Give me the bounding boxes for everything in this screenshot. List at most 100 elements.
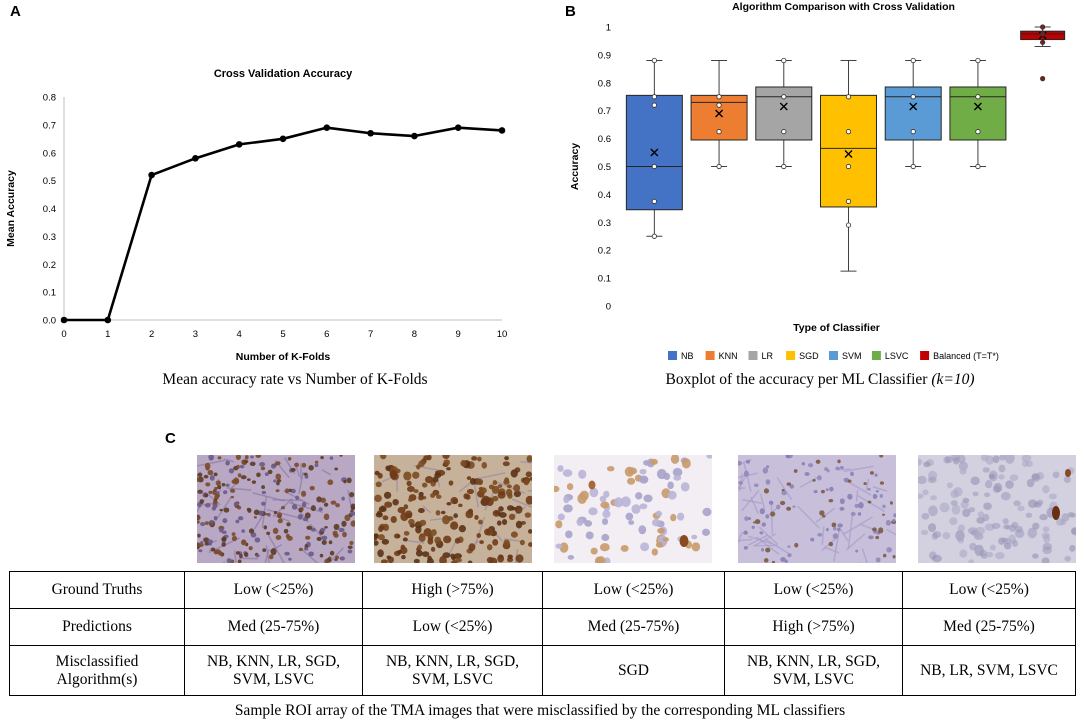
cell-nucleus bbox=[921, 512, 930, 520]
cell-nucleus bbox=[221, 483, 226, 487]
cell-nucleus bbox=[993, 482, 1003, 493]
tissue-fiber bbox=[815, 507, 836, 523]
tissue-fiber bbox=[738, 472, 758, 479]
x-tick-label: 10 bbox=[497, 329, 508, 340]
cell-nucleus bbox=[983, 492, 991, 498]
cell-nucleus bbox=[744, 530, 748, 534]
box-iqr bbox=[820, 94, 877, 208]
cell-nucleus bbox=[1032, 553, 1039, 559]
cell-nucleus bbox=[510, 531, 518, 538]
cell-nucleus bbox=[229, 488, 236, 493]
cell-nucleus bbox=[349, 540, 354, 546]
cell-nucleus bbox=[286, 522, 291, 527]
cell-nucleus bbox=[324, 525, 328, 529]
cell-nucleus bbox=[1061, 513, 1070, 522]
panel-label-b: B bbox=[565, 3, 576, 20]
cell-nucleus bbox=[203, 537, 210, 543]
cell-nucleus bbox=[502, 461, 510, 467]
cell-nucleus bbox=[835, 466, 841, 471]
cell-nucleus bbox=[663, 472, 671, 481]
cell-nucleus bbox=[203, 474, 209, 479]
cell-nucleus bbox=[738, 480, 744, 485]
cell-nucleus bbox=[389, 469, 398, 480]
cell-nucleus bbox=[528, 542, 532, 547]
cell-nucleus bbox=[212, 489, 218, 496]
box-lsvc bbox=[949, 57, 1007, 170]
table-cell: Med (25-75%) bbox=[542, 608, 725, 646]
data-point bbox=[975, 94, 981, 100]
cell-nucleus bbox=[442, 455, 450, 460]
cell-nucleus bbox=[588, 507, 598, 516]
cell-nucleus bbox=[466, 476, 472, 481]
cell-nucleus bbox=[930, 495, 937, 501]
cell-nucleus bbox=[506, 484, 512, 489]
cell-nucleus bbox=[316, 536, 322, 541]
cell-nucleus bbox=[486, 544, 493, 551]
tissue-fiber bbox=[770, 500, 774, 535]
table-cell: NB, KNN, LR, SGD, SVM, LSVC bbox=[362, 645, 543, 696]
cell-nucleus bbox=[1003, 542, 1012, 550]
tissue-fiber bbox=[511, 498, 532, 508]
cell-nucleus bbox=[643, 494, 653, 503]
tissue-fiber bbox=[753, 533, 777, 547]
cell-nucleus bbox=[959, 549, 968, 558]
tissue-fiber bbox=[267, 534, 285, 563]
cell-nucleus bbox=[761, 522, 766, 527]
cell-nucleus bbox=[1025, 460, 1033, 467]
cell-nucleus bbox=[855, 549, 859, 553]
cell-nucleus bbox=[850, 471, 854, 477]
cell-nucleus bbox=[467, 508, 474, 514]
cell-nucleus bbox=[585, 531, 594, 540]
cell-nucleus bbox=[812, 479, 816, 482]
cell-nucleus bbox=[248, 528, 255, 534]
cell-nucleus bbox=[649, 458, 658, 465]
cell-nucleus bbox=[351, 506, 355, 510]
cell-nucleus bbox=[380, 559, 388, 563]
cell-nucleus bbox=[503, 479, 510, 485]
y-tick-label: 0.1 bbox=[598, 274, 611, 285]
cell-nucleus bbox=[431, 529, 437, 536]
cell-nucleus bbox=[272, 527, 279, 535]
cell-nucleus bbox=[215, 491, 220, 495]
cell-nucleus bbox=[820, 489, 825, 494]
table-cell: Med (25-75%) bbox=[184, 608, 363, 646]
cell-nucleus bbox=[670, 455, 680, 464]
cell-nucleus bbox=[794, 542, 799, 548]
cell-nucleus bbox=[261, 485, 265, 490]
tissue-fiber bbox=[327, 547, 344, 563]
data-point bbox=[235, 141, 243, 148]
x-tick-label: 2 bbox=[149, 329, 154, 340]
cell-nucleus bbox=[886, 547, 892, 553]
cell-nucleus bbox=[781, 490, 787, 496]
cell-nucleus bbox=[255, 554, 260, 558]
cell-nucleus bbox=[304, 546, 309, 551]
tissue-fiber bbox=[214, 497, 232, 522]
data-point bbox=[411, 132, 418, 140]
cell-nucleus bbox=[771, 560, 776, 563]
cell-nucleus bbox=[832, 526, 837, 531]
cell-nucleus bbox=[958, 461, 968, 471]
cell-nucleus bbox=[931, 554, 942, 563]
cell-nucleus bbox=[236, 464, 240, 469]
cell-nucleus bbox=[513, 484, 521, 492]
cell-nucleus bbox=[969, 542, 977, 551]
x-tick-label: 4 bbox=[237, 329, 242, 340]
box-svm bbox=[884, 57, 942, 170]
cell-nucleus bbox=[440, 510, 446, 515]
table-cell: Med (25-75%) bbox=[902, 608, 1076, 646]
cell-nucleus bbox=[213, 515, 218, 521]
y-tick-label: 0.3 bbox=[598, 218, 611, 229]
cell-nucleus bbox=[333, 523, 340, 530]
cell-nucleus bbox=[209, 475, 215, 481]
cell-nucleus bbox=[857, 512, 862, 516]
cell-nucleus bbox=[643, 459, 651, 466]
cell-nucleus bbox=[863, 482, 867, 486]
cell-nucleus bbox=[207, 539, 213, 545]
cell-nucleus bbox=[489, 557, 498, 563]
y-tick-label: 0.7 bbox=[598, 106, 611, 117]
cell-nucleus bbox=[392, 498, 399, 506]
cell-nucleus bbox=[250, 455, 254, 459]
cell-nucleus bbox=[295, 495, 300, 500]
cell-nucleus bbox=[977, 511, 985, 518]
cell-nucleus bbox=[310, 527, 316, 532]
